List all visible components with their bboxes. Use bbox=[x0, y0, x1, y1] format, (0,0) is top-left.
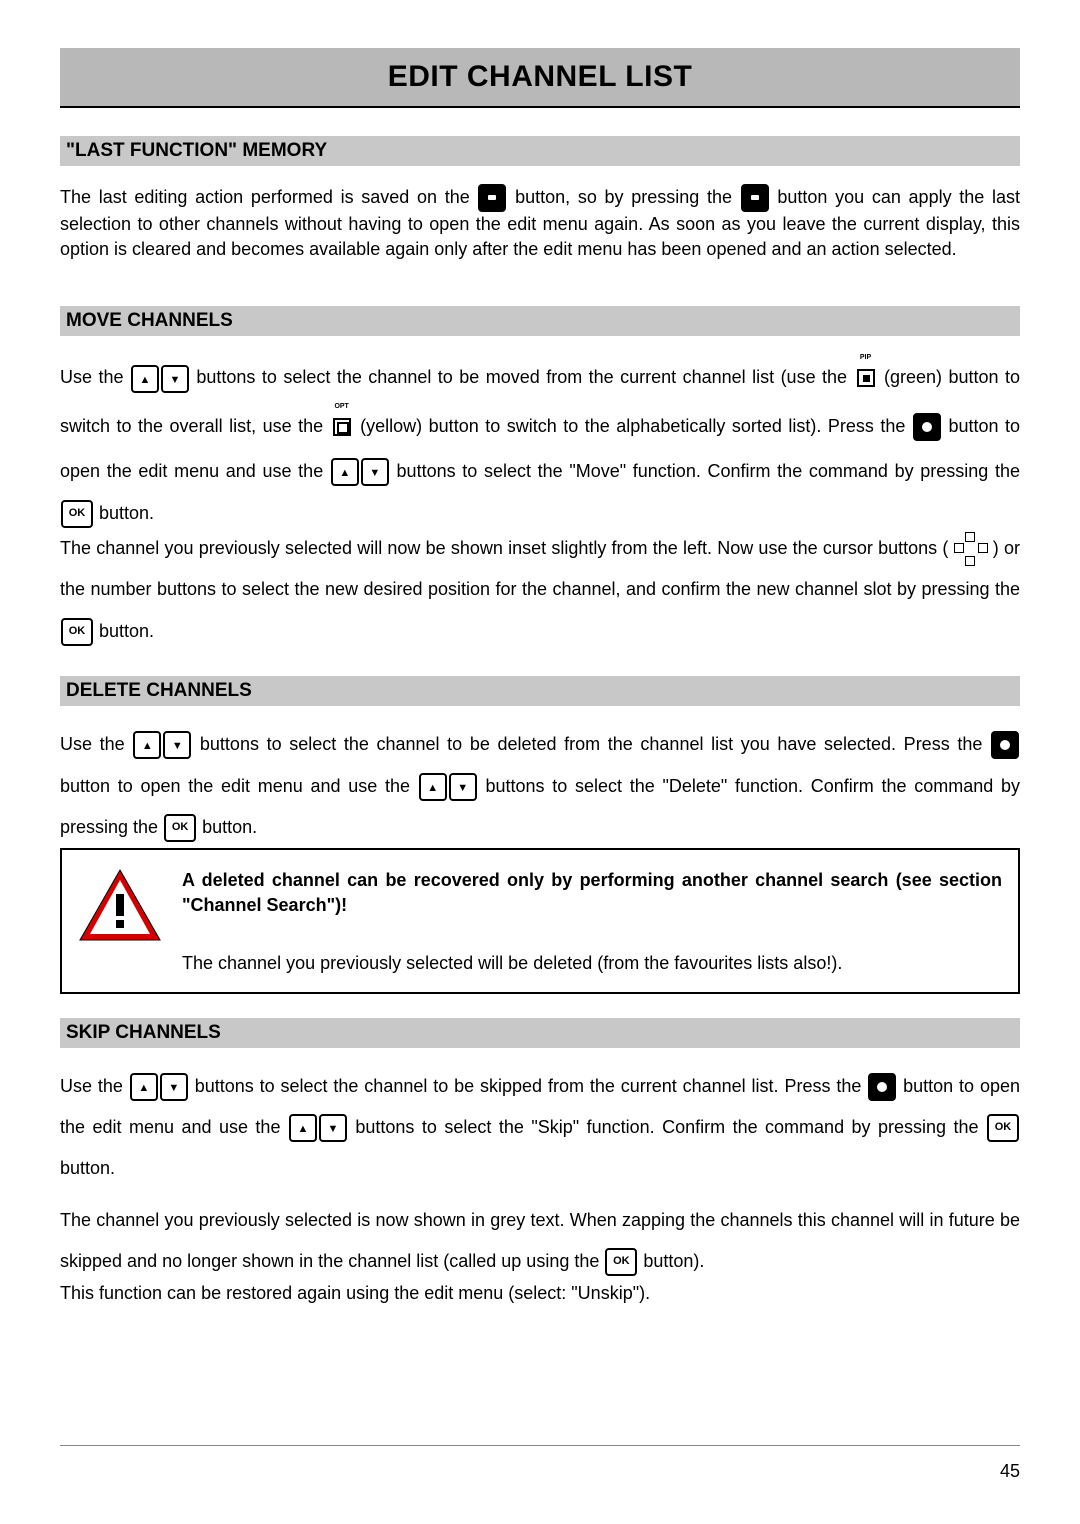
page-title: EDIT CHANNEL LIST bbox=[60, 60, 1020, 94]
heading-last-function: "LAST FUNCTION" MEMORY bbox=[60, 136, 1020, 166]
text-fragment: button. bbox=[60, 1158, 115, 1178]
text-fragment: (yellow) button to switch to the alphabe… bbox=[360, 416, 912, 436]
circle-button-icon bbox=[991, 731, 1019, 759]
section-skip: SKIP CHANNELS Use the buttons to select … bbox=[60, 1018, 1020, 1306]
text-fragment: button, so by pressing the bbox=[515, 187, 740, 207]
text-fragment: buttons to select the channel to be dele… bbox=[200, 734, 990, 754]
paragraph-delete: Use the buttons to select the channel to… bbox=[60, 724, 1020, 848]
heading-skip: SKIP CHANNELS bbox=[60, 1018, 1020, 1048]
ok-button-icon: OK bbox=[61, 618, 93, 646]
warning-bold-text: A deleted channel can be recovered only … bbox=[182, 868, 1002, 918]
down-arrow-icon bbox=[160, 1073, 188, 1101]
down-arrow-icon bbox=[161, 365, 189, 393]
warning-box: A deleted channel can be recovered only … bbox=[60, 848, 1020, 993]
rec-button-icon bbox=[478, 184, 506, 212]
opt-label: OPT bbox=[330, 403, 354, 410]
section-move: MOVE CHANNELS Use the buttons to select … bbox=[60, 306, 1020, 652]
pip-label: PIP bbox=[854, 354, 878, 361]
down-arrow-icon bbox=[449, 773, 477, 801]
down-arrow-icon bbox=[163, 731, 191, 759]
text-fragment: button. bbox=[99, 503, 154, 523]
up-arrow-icon bbox=[419, 773, 447, 801]
up-arrow-icon bbox=[289, 1114, 317, 1142]
dpad-icon bbox=[954, 532, 988, 566]
ok-button-icon: OK bbox=[605, 1248, 637, 1276]
text-fragment: Use the bbox=[60, 367, 130, 387]
pip-icon: PIP bbox=[854, 354, 878, 402]
page-number: 45 bbox=[1000, 1461, 1020, 1482]
up-arrow-icon bbox=[130, 1073, 158, 1101]
text-fragment: The channel you previously selected will… bbox=[60, 538, 948, 558]
warning-content: A deleted channel can be recovered only … bbox=[182, 868, 1002, 973]
warning-after-text: The channel you previously selected will… bbox=[182, 953, 1002, 974]
text-fragment: button to open the edit menu and use the bbox=[60, 776, 418, 796]
paragraph-move: Use the buttons to select the channel to… bbox=[60, 354, 1020, 534]
down-arrow-icon bbox=[361, 458, 389, 486]
heading-delete: DELETE CHANNELS bbox=[60, 676, 1020, 706]
text-fragment: button. bbox=[99, 621, 154, 641]
up-arrow-icon bbox=[133, 731, 161, 759]
text-fragment: The channel you previously selected is n… bbox=[60, 1210, 1020, 1271]
warning-icon bbox=[78, 868, 162, 947]
text-fragment: button). bbox=[643, 1251, 704, 1271]
text-fragment: buttons to select the channel to be move… bbox=[196, 367, 853, 387]
ok-button-icon: OK bbox=[61, 500, 93, 528]
footer-rule bbox=[60, 1445, 1020, 1446]
up-arrow-icon bbox=[131, 365, 159, 393]
paragraph-skip-3: This function can be restored again usin… bbox=[60, 1281, 1020, 1306]
ok-button-icon: OK bbox=[164, 814, 196, 842]
text-fragment: buttons to select the "Skip" function. C… bbox=[355, 1117, 986, 1137]
opt-icon: OPT bbox=[330, 403, 354, 451]
paragraph-skip-1: Use the buttons to select the channel to… bbox=[60, 1066, 1020, 1190]
text-fragment: Use the bbox=[60, 734, 132, 754]
text-fragment: button. bbox=[202, 817, 257, 837]
page-title-bar: EDIT CHANNEL LIST bbox=[60, 48, 1020, 108]
circle-button-icon bbox=[913, 413, 941, 441]
paragraph-move-2: The channel you previously selected will… bbox=[60, 528, 1020, 652]
section-delete: DELETE CHANNELS Use the buttons to selec… bbox=[60, 676, 1020, 994]
section-last-function: "LAST FUNCTION" MEMORY The last editing … bbox=[60, 136, 1020, 262]
up-arrow-icon bbox=[331, 458, 359, 486]
heading-move: MOVE CHANNELS bbox=[60, 306, 1020, 336]
text-fragment: buttons to select the "Move" function. C… bbox=[397, 461, 1020, 481]
rec-button-icon bbox=[741, 184, 769, 212]
paragraph-skip-2: The channel you previously selected is n… bbox=[60, 1200, 1020, 1283]
paragraph-last-function: The last editing action performed is sav… bbox=[60, 184, 1020, 262]
text-fragment: The last editing action performed is sav… bbox=[60, 187, 477, 207]
text-fragment: Use the bbox=[60, 1076, 129, 1096]
down-arrow-icon bbox=[319, 1114, 347, 1142]
circle-button-icon bbox=[868, 1073, 896, 1101]
text-fragment: buttons to select the channel to be skip… bbox=[195, 1076, 868, 1096]
ok-button-icon: OK bbox=[987, 1114, 1019, 1142]
